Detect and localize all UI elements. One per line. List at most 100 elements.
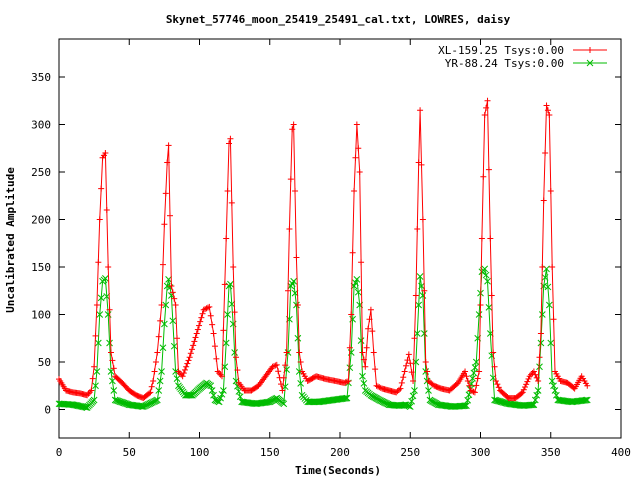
- data-point: [218, 390, 226, 398]
- data-point: [467, 387, 474, 394]
- data-point: [154, 349, 161, 356]
- data-point: [277, 381, 284, 388]
- y-tick-label: 0: [44, 404, 51, 417]
- data-point: [97, 294, 105, 302]
- y-axis-label: Uncalibrated Amplitude: [4, 167, 17, 313]
- data-point: [168, 283, 175, 289]
- data-point: [542, 150, 549, 156]
- data-point: [94, 339, 102, 347]
- data-point: [484, 97, 491, 104]
- data-point: [545, 301, 553, 309]
- data-point: [550, 316, 557, 323]
- data-point: [365, 325, 372, 332]
- data-point: [155, 387, 163, 394]
- series-0: [56, 97, 591, 402]
- data-point: [410, 378, 417, 384]
- data-point: [109, 357, 116, 364]
- data-point: [521, 384, 528, 391]
- data-point: [408, 369, 415, 376]
- data-point: [280, 400, 288, 408]
- data-point: [221, 281, 228, 288]
- data-point: [110, 365, 117, 372]
- data-point: [462, 368, 469, 375]
- data-point: [400, 374, 407, 381]
- data-point: [344, 378, 351, 385]
- data-point: [483, 104, 490, 111]
- data-point: [95, 259, 102, 266]
- data-point: [343, 394, 351, 402]
- data-point: [530, 368, 537, 375]
- data-point: [537, 339, 545, 347]
- data-point: [187, 350, 194, 357]
- data-point: [360, 380, 368, 387]
- y-tick-label: 100: [31, 309, 51, 322]
- data-point: [192, 334, 199, 341]
- data-point: [285, 287, 292, 294]
- data-point: [491, 396, 498, 404]
- data-point: [342, 394, 350, 402]
- data-point: [487, 235, 494, 242]
- data-point: [544, 107, 551, 114]
- data-point: [531, 396, 539, 404]
- x-tick-label: 100: [190, 446, 210, 459]
- data-point: [548, 377, 556, 385]
- data-point: [292, 188, 299, 194]
- data-point: [496, 398, 504, 405]
- data-point: [362, 363, 369, 370]
- data-point: [152, 359, 159, 365]
- data-point: [190, 342, 197, 349]
- data-point: [498, 398, 506, 406]
- data-point: [150, 378, 157, 384]
- data-point: [151, 368, 158, 375]
- data-point: [501, 399, 509, 407]
- data-point: [358, 259, 365, 266]
- data-point: [546, 112, 553, 118]
- data-point: [273, 361, 280, 368]
- data-point: [411, 335, 418, 342]
- x-tick-label: 350: [541, 446, 561, 459]
- data-point: [418, 282, 425, 290]
- data-point: [373, 382, 380, 389]
- data-point: [397, 385, 404, 392]
- y-tick-label: 50: [38, 356, 51, 369]
- data-point: [174, 335, 181, 342]
- data-point: [193, 330, 200, 337]
- series-1: [55, 265, 591, 411]
- data-point: [582, 396, 590, 404]
- data-point: [460, 402, 468, 410]
- data-point: [537, 330, 544, 337]
- data-point: [158, 302, 165, 308]
- data-point: [583, 396, 591, 404]
- data-point: [419, 216, 426, 223]
- data-point: [470, 388, 477, 395]
- data-point: [210, 391, 217, 399]
- plot-area: 0 50 100 150 200 250 300 350 400 0 50 100 150 200 250…: [31, 38, 631, 459]
- legend-label: YR-88.24 Tsys:0.00: [445, 57, 564, 70]
- data-point: [110, 387, 118, 394]
- data-point: [272, 362, 279, 369]
- data-point: [492, 396, 500, 404]
- data-point: [157, 317, 164, 324]
- data-point: [282, 362, 289, 369]
- data-point: [165, 275, 172, 283]
- data-point: [353, 275, 361, 283]
- legend-label: XL-159.25 Tsys:0.00: [438, 44, 564, 57]
- data-point: [481, 265, 489, 273]
- data-point: [359, 349, 366, 356]
- data-point: [377, 384, 384, 391]
- data-point: [401, 401, 409, 409]
- data-point: [208, 387, 216, 394]
- data-point: [170, 342, 178, 350]
- data-point: [191, 338, 198, 345]
- data-point: [413, 330, 421, 337]
- data-point: [535, 378, 542, 384]
- data-point: [96, 216, 103, 223]
- data-point: [169, 317, 177, 325]
- x-tick-label: 50: [123, 446, 136, 459]
- data-point: [103, 207, 110, 213]
- y-tick-label: 200: [31, 214, 51, 227]
- data-point: [294, 302, 301, 308]
- data-point: [194, 326, 201, 333]
- data-point: [346, 364, 354, 372]
